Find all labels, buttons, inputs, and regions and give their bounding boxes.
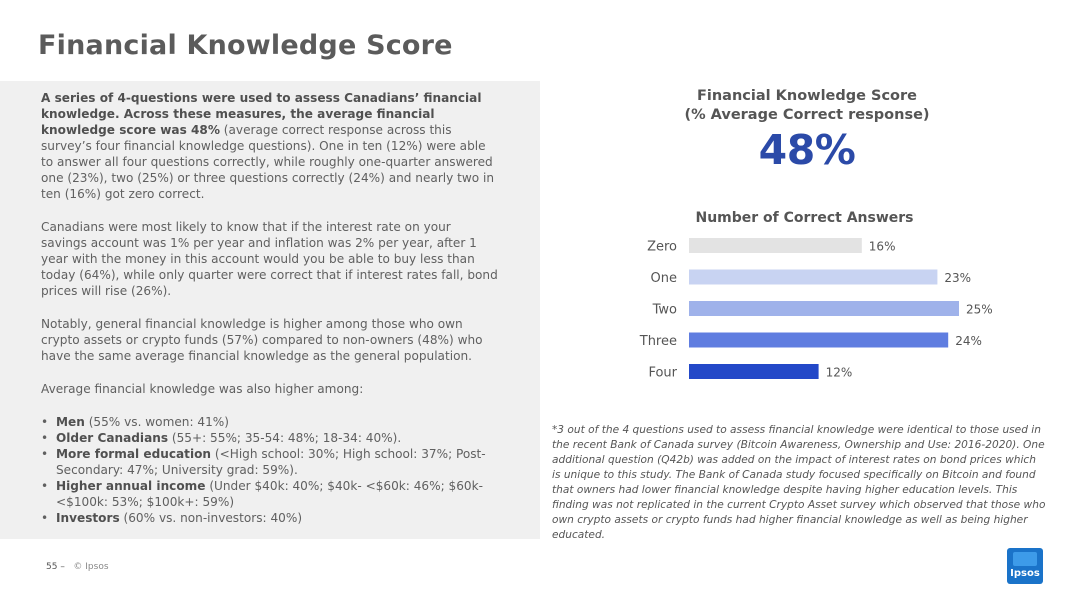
category-label: Three	[639, 334, 677, 349]
category-label: Zero	[647, 240, 677, 255]
summary-panel: A series of 4-questions were used to ass…	[0, 81, 540, 539]
list-item-text: (60% vs. non-investors: 40%)	[119, 511, 303, 525]
list-item-text: (Under $40k: 40%; $40k- <$60k: 46%; $60k…	[56, 479, 483, 509]
list-item-bold: Investors	[56, 511, 120, 525]
footnote: *3 out of the 4 questions used to assess…	[552, 424, 1046, 541]
bar-four	[689, 364, 819, 379]
category-label: Four	[648, 366, 677, 381]
list-item: More formal education (<High school: 30%…	[41, 446, 500, 478]
summary-paragraph-3: Notably, general financial knowledge is …	[41, 317, 483, 363]
summary-highlight: A series of 4-questions were used to ass…	[41, 91, 482, 137]
page-title: Financial Knowledge Score	[38, 30, 453, 61]
list-item: Higher annual income (Under $40k: 40%; $…	[41, 478, 500, 510]
bar-two	[689, 301, 959, 316]
value-label: 23%	[944, 271, 971, 285]
ipsos-logo: Ipsos	[1007, 548, 1043, 584]
value-label: 24%	[955, 334, 982, 348]
list-item-text: (55+: 55%; 35-54: 48%; 18-34: 40%).	[168, 431, 402, 445]
bar-one	[689, 269, 938, 285]
summary-paragraph-4: Average financial knowledge was also hig…	[41, 382, 364, 396]
list-item-text: (55% vs. women: 41%)	[84, 415, 229, 429]
logo-text: Ipsos	[1010, 568, 1040, 579]
score-title-line-2: (% Average Correct response)	[684, 107, 930, 123]
list-item-bold: Older Canadians	[56, 431, 169, 445]
list-item: Men (55% vs. women: 41%)	[41, 414, 500, 430]
copyright: © Ipsos	[73, 562, 109, 572]
score-title: Financial Knowledge Score (% Average Cor…	[672, 87, 942, 125]
chart-title: Number of Correct Answers	[695, 210, 914, 226]
value-label: 16%	[869, 240, 896, 254]
score-title-line-1: Financial Knowledge Score	[696, 88, 918, 104]
footer: 55 – © Ipsos	[46, 562, 109, 572]
correct-answers-chart: Zero 16% One 23% Two 25% Three 24% Four 12%	[639, 238, 993, 381]
category-label: One	[651, 271, 677, 286]
page-number: 55 –	[46, 562, 65, 572]
logo-mark-icon	[1013, 552, 1037, 566]
bar-three	[689, 332, 949, 348]
category-label: Two	[652, 303, 677, 318]
list-item-text: (<High school: 30%; High school: 37%; Po…	[56, 447, 486, 477]
bar-zero	[689, 238, 862, 253]
value-label: 25%	[966, 303, 993, 317]
summary-text: (average correct response across this su…	[41, 123, 495, 201]
higher-knowledge-list: Men (55% vs. women: 41%) Older Canadians…	[41, 414, 500, 526]
list-item: Older Canadians (55+: 55%; 35-54: 48%; 1…	[41, 430, 500, 446]
summary-paragraph-2: Canadians were most likely to know that …	[41, 220, 498, 298]
value-label: 12%	[826, 366, 853, 380]
list-item-bold: More formal education	[56, 447, 212, 461]
list-item-bold: Higher annual income	[56, 479, 206, 493]
list-item-bold: Men	[56, 415, 85, 429]
score-value: 48%	[758, 126, 856, 174]
list-item: Investors (60% vs. non-investors: 40%)	[41, 510, 500, 526]
summary-paragraph-1: A series of 4-questions were used to ass…	[41, 90, 500, 202]
